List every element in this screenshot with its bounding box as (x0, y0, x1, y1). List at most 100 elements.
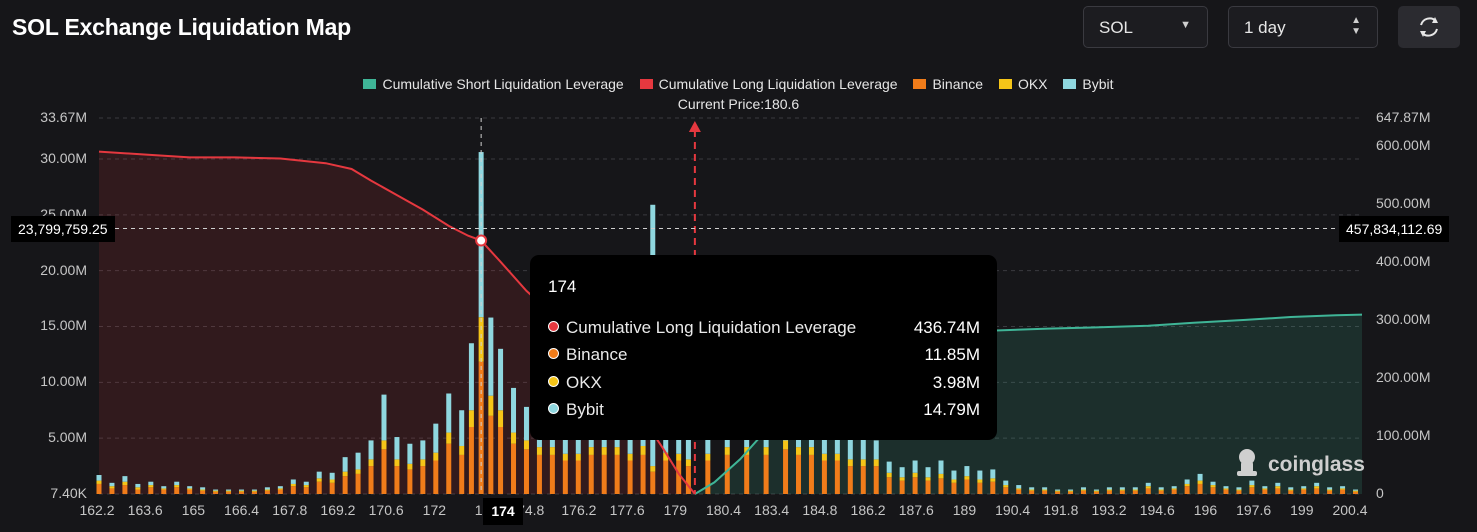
legend-item-binance[interactable]: Binance (913, 76, 983, 92)
tooltip-label: OKX (566, 373, 602, 392)
y-left-tick: 10.00M (40, 373, 87, 390)
bar-okx (316, 478, 322, 482)
bar-okx (303, 485, 309, 488)
bar-okx (468, 410, 474, 427)
crosshair-right-value: 457,834,112.69 (1339, 216, 1450, 242)
bar-okx (1340, 488, 1346, 490)
bar-binance (1080, 490, 1086, 494)
y-right-tick: 500.00M (1376, 194, 1431, 211)
x-tick: 183.4 (754, 502, 790, 518)
bar-okx (783, 440, 789, 450)
bar-okx (238, 490, 244, 492)
bar-binance (1171, 489, 1177, 494)
bar-okx (834, 453, 840, 461)
bar-bybit (523, 406, 529, 441)
series-dot-icon (548, 376, 559, 387)
bar-okx (588, 447, 594, 455)
symbol-select[interactable]: SOL ▼ (1083, 6, 1208, 48)
bar-binance (148, 487, 154, 494)
bar-okx (109, 486, 115, 489)
bar-bybit (925, 467, 931, 478)
bar-bybit (226, 489, 232, 491)
bar-okx (511, 432, 517, 444)
bar-binance (523, 449, 529, 494)
tooltip-value: 14.79M (923, 400, 980, 419)
bar-okx (1145, 486, 1151, 489)
legend-label: Binance (932, 76, 984, 92)
bar-okx (1262, 488, 1268, 490)
bar-binance (951, 482, 957, 494)
bar-binance (1249, 487, 1255, 494)
x-tick: 196 (1193, 502, 1218, 518)
bar-binance (724, 454, 730, 494)
tooltip-value: 11.85M (924, 345, 980, 364)
bar-bybit (1314, 482, 1320, 487)
bar-okx (1314, 486, 1320, 489)
legend-item-bybit[interactable]: Bybit (1063, 76, 1114, 92)
bar-bybit (135, 483, 141, 488)
legend-item-long[interactable]: Cumulative Long Liquidation Leverage (639, 76, 898, 92)
refresh-icon (1420, 17, 1438, 37)
bar-binance (744, 454, 750, 494)
bar-binance (860, 466, 866, 494)
bar-bybit (1029, 487, 1035, 490)
tooltip-value: 436.74M (913, 318, 980, 337)
bar-okx (342, 471, 348, 477)
crosshair-left-value: 23,799,759.25 (11, 216, 115, 242)
bar-bybit (676, 429, 682, 454)
bar-binance (1353, 491, 1359, 494)
bar-okx (1275, 486, 1281, 489)
bar-okx (148, 485, 154, 488)
tooltip-row-long: Cumulative Long Liquidation Leverage 436… (548, 318, 980, 338)
bar-okx (478, 317, 484, 362)
range-select[interactable]: 1 day ▲ ▼ (1228, 6, 1378, 48)
bar-binance (1314, 488, 1320, 494)
bar-binance (1029, 490, 1035, 494)
bar-bybit (368, 440, 374, 460)
bar-okx (433, 452, 439, 461)
bar-binance (912, 477, 918, 494)
legend-item-short[interactable]: Cumulative Short Liquidation Leverage (363, 76, 624, 92)
bar-bybit (1093, 489, 1099, 491)
bar-binance (834, 460, 840, 494)
bar-bybit (264, 487, 270, 490)
bar-okx (1327, 489, 1333, 491)
bar-okx (1171, 488, 1177, 490)
bar-bybit (821, 429, 827, 454)
bar-okx (1301, 488, 1307, 490)
bar-bybit (1262, 486, 1268, 489)
bar-binance (459, 454, 465, 494)
legend-item-okx[interactable]: OKX (998, 76, 1048, 92)
refresh-button[interactable] (1398, 6, 1460, 48)
bar-okx (562, 453, 568, 461)
series-dot-icon (548, 403, 559, 414)
symbol-select-value: SOL (1099, 18, 1134, 37)
bar-binance (1275, 488, 1281, 494)
bar-okx (1029, 489, 1035, 491)
bar-binance (96, 483, 102, 494)
bar-okx (420, 459, 426, 467)
bar-binance (290, 486, 296, 494)
y-right-tick: 100.00M (1376, 426, 1431, 443)
bar-binance (601, 454, 607, 494)
bar-okx (1249, 485, 1255, 488)
bar-okx (886, 472, 892, 478)
bar-okx (977, 479, 983, 483)
bar-bybit (1197, 473, 1203, 481)
bar-binance (1016, 489, 1022, 494)
bar-okx (407, 463, 413, 470)
bar-okx (1003, 485, 1009, 488)
bar-bybit (977, 470, 983, 480)
bar-okx (860, 459, 866, 467)
legend-label: Cumulative Long Liquidation Leverage (658, 76, 898, 92)
x-tick: 179 (663, 502, 687, 518)
bar-okx (488, 395, 494, 416)
x-tick: 186.2 (850, 502, 886, 518)
bar-binance (1236, 490, 1242, 494)
bar-binance (355, 473, 361, 494)
bar-binance (1327, 490, 1333, 494)
bar-binance (847, 466, 853, 494)
bar-okx (912, 472, 918, 478)
bar-okx (1055, 490, 1061, 492)
bar-binance (1093, 491, 1099, 494)
